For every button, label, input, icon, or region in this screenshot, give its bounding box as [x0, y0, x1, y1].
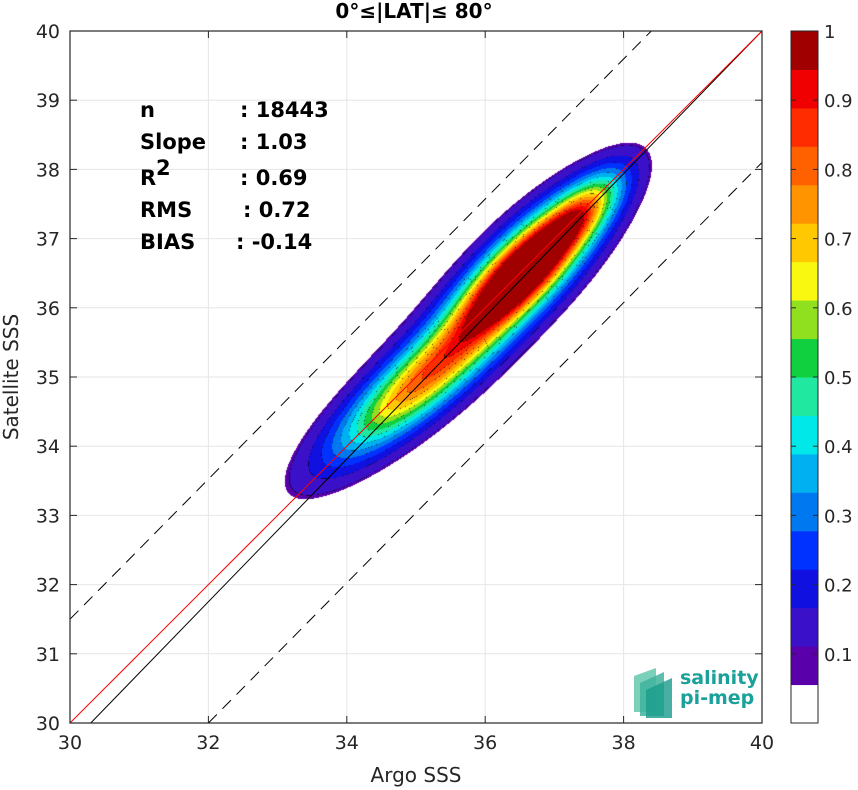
- colorbar-tick-label: 0.8: [824, 160, 853, 181]
- salinity-pi-mep-logo: salinity pi-mep: [634, 667, 759, 718]
- colorbar-tick-label: 0.4: [824, 437, 853, 458]
- stat-value: : 18443: [240, 98, 329, 122]
- colorbar-segment: [791, 146, 818, 186]
- colorbar-segment: [791, 300, 818, 340]
- colorbar-segment: [791, 338, 818, 378]
- logo-mark-layer-icon: [646, 678, 672, 718]
- stat-label: Slope: [140, 130, 206, 154]
- stat-value: : 0.69: [240, 166, 308, 190]
- y-tick-label: 33: [36, 505, 60, 527]
- y-tick-label: 31: [36, 644, 60, 666]
- lower_bound-line: [208, 162, 762, 723]
- colorbar-segment: [791, 69, 818, 109]
- reference-lines: [70, 31, 762, 723]
- stat-value: : 0.72: [243, 198, 311, 222]
- colorbar-segment: [791, 184, 818, 224]
- axis-ticks: 30 32 34 36 38 40 30 31 32 33 34 35 36 37 38 39 40: [36, 21, 774, 754]
- upper_bound-line: [70, 31, 652, 620]
- plot-area: 30 32 34 36 38 40 30 31 32 33 34 35 36 37 38 39 40 n : 18…: [36, 21, 774, 754]
- colorbar-segment: [791, 569, 818, 609]
- stat-label-superscript: 2: [156, 156, 171, 180]
- colorbar-tick-label: 0.1: [824, 645, 853, 666]
- colorbar-segment: [791, 492, 818, 532]
- colorbar-segment: [791, 415, 818, 455]
- regression-line: [70, 31, 762, 723]
- colorbar-tick-label: 0.2: [824, 576, 853, 597]
- colorbar-tick-label: 0.3: [824, 506, 853, 527]
- stat-value: : 1.03: [240, 130, 308, 154]
- colorbar-segment: [791, 453, 818, 493]
- identity-line: [90, 31, 762, 723]
- colorbar-segment: [791, 684, 818, 724]
- colorbar-tick-label: 0.7: [824, 230, 853, 251]
- x-tick-label: 34: [335, 732, 359, 754]
- y-tick-label: 38: [36, 159, 60, 181]
- y-tick-label: 36: [36, 298, 60, 320]
- y-tick-label: 35: [36, 367, 60, 389]
- stat-label: BIAS: [140, 230, 195, 254]
- y-axis-label: Satellite SSS: [0, 314, 23, 440]
- x-axis-label: Argo SSS: [371, 763, 462, 787]
- logo-text-line1: salinity: [680, 667, 759, 689]
- colorbar: 0.1 0.2 0.3 0.4 0.5 0.6 0.7 0.8 0.9 1: [790, 22, 853, 724]
- colorbar-segment: [791, 530, 818, 570]
- colorbar-segment: [791, 646, 818, 686]
- colorbar-tick-label: 0.9: [824, 91, 853, 112]
- colorbar-segment: [791, 607, 818, 647]
- colorbar-tick-label: 0.6: [824, 299, 853, 320]
- statistics-box: n : 18443 Slope : 1.03 R 2 : 0.69 RMS : 0.72 BIAS…: [140, 98, 329, 254]
- colorbar-tick-label: 0.5: [824, 368, 853, 389]
- y-tick-label: 40: [36, 21, 60, 43]
- x-tick-label: 32: [196, 732, 220, 754]
- stat-value: : -0.14: [236, 230, 312, 254]
- x-tick-label: 40: [750, 732, 774, 754]
- stat-label: R: [140, 166, 156, 190]
- chart-title: 0°≤|LAT|≤ 80°: [335, 0, 492, 23]
- y-tick-label: 34: [36, 436, 60, 458]
- y-tick-label: 30: [36, 713, 60, 735]
- x-tick-label: 36: [473, 732, 497, 754]
- colorbar-tick-label: 1: [824, 22, 835, 43]
- y-tick-label: 39: [36, 90, 60, 112]
- y-tick-label: 32: [36, 575, 60, 597]
- colorbar-segment: [791, 223, 818, 263]
- colorbar-segment: [791, 261, 818, 301]
- stat-label: RMS: [140, 198, 192, 222]
- y-tick-label: 37: [36, 229, 60, 251]
- stat-label: n: [140, 98, 155, 122]
- x-tick-label: 30: [58, 732, 82, 754]
- x-tick-label: 38: [612, 732, 636, 754]
- colorbar-segment: [791, 31, 818, 70]
- colorbar-segment: [791, 107, 818, 147]
- logo-text-line2: pi-mep: [680, 687, 754, 709]
- colorbar-segment: [791, 377, 818, 416]
